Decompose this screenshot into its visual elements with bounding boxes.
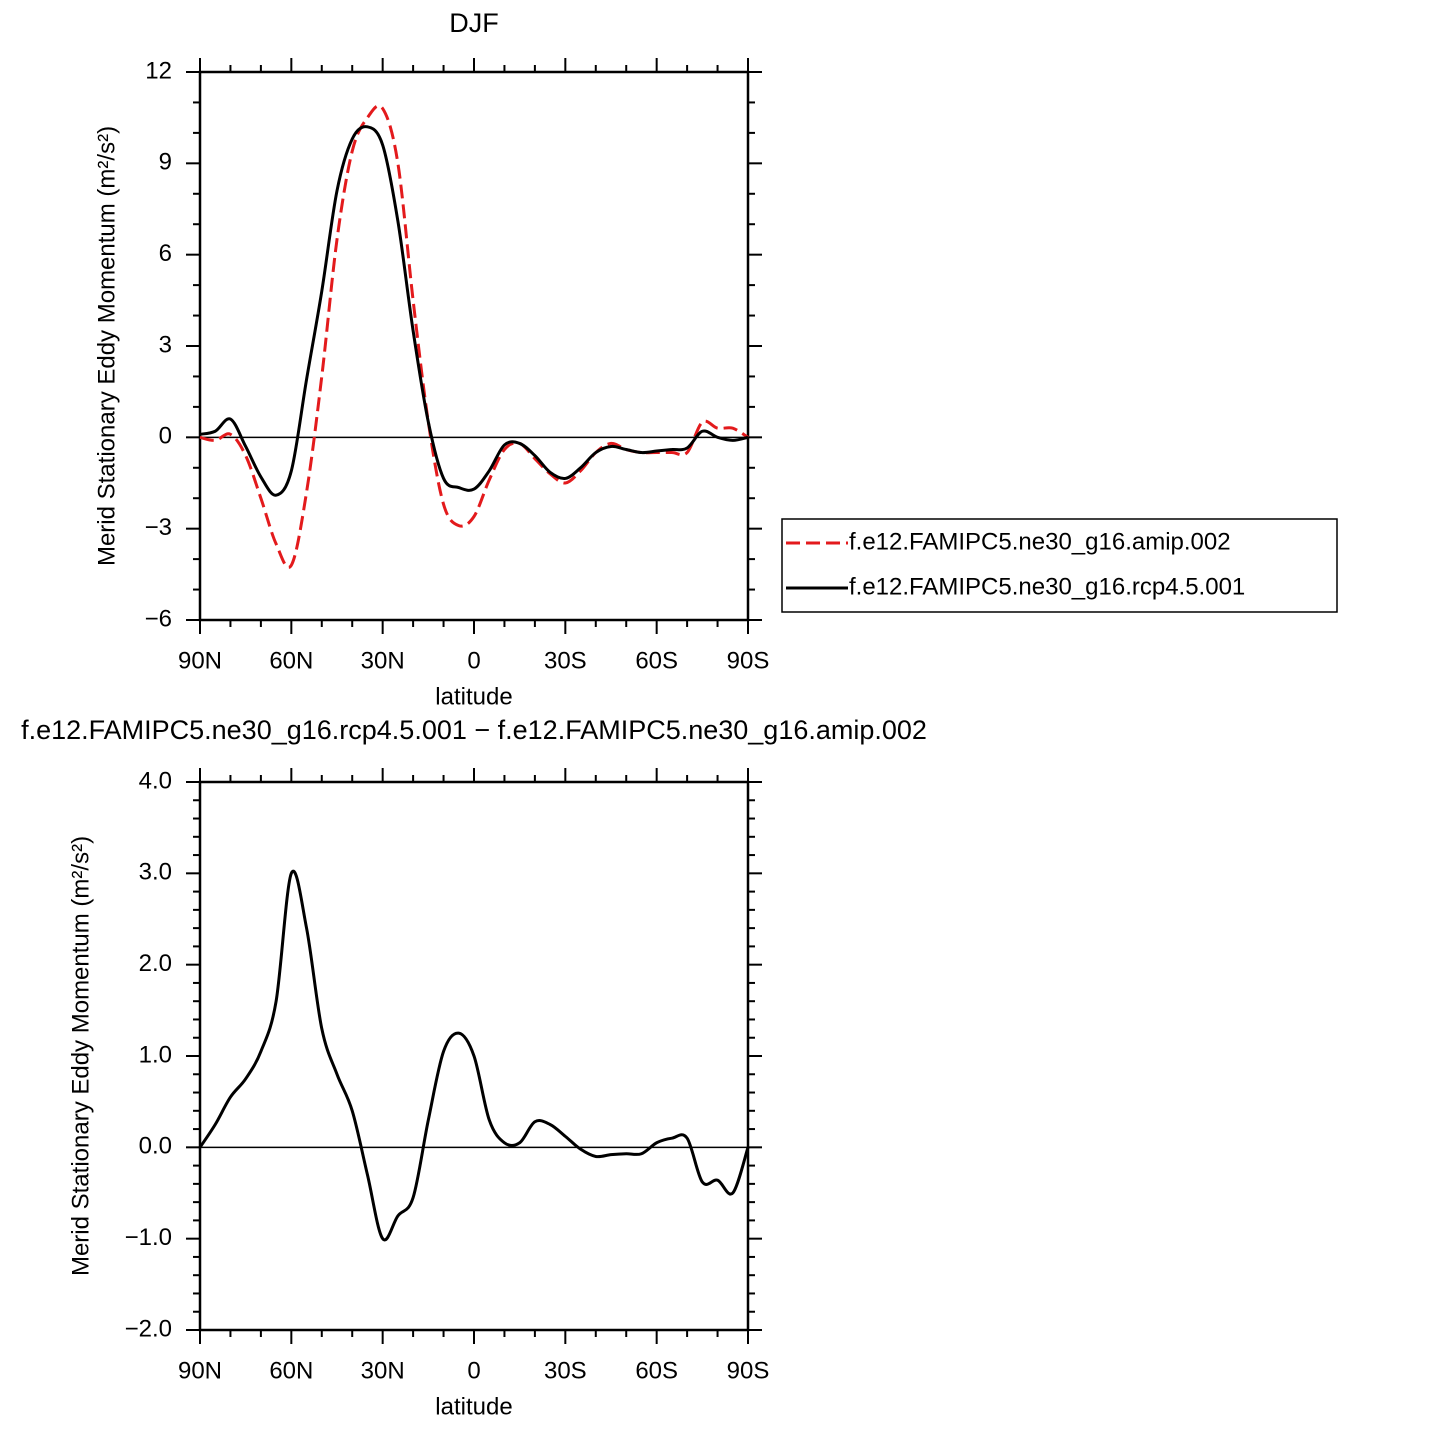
data-line: [198, 869, 750, 1242]
y-tick-label: 12: [145, 57, 172, 84]
chart-title: f.e12.FAMIPC5.ne30_g16.rcp4.5.001 − f.e1…: [21, 715, 927, 745]
y-axis-label: Merid Stationary Eddy Momentum (m²/s²): [93, 126, 120, 566]
x-tick-label: 60S: [635, 1357, 678, 1384]
x-tick-label: 60N: [269, 647, 313, 674]
data-line: [199, 125, 749, 497]
y-tick-label: 9: [159, 149, 172, 176]
y-tick-label: 0: [159, 423, 172, 450]
y-tick-label: −1.0: [125, 1224, 172, 1251]
x-tick-label: 90S: [727, 647, 770, 674]
y-tick-label: 3: [159, 331, 172, 358]
x-tick-label: 90S: [727, 1357, 770, 1384]
y-tick-label: 1.0: [139, 1041, 172, 1068]
x-tick-label: 60N: [269, 1357, 313, 1384]
x-tick-label: 90N: [178, 1357, 222, 1384]
x-tick-label: 90N: [178, 647, 222, 674]
y-tick-label: −3: [145, 514, 172, 541]
x-axis-label: latitude: [435, 1393, 512, 1420]
y-tick-label: 0.0: [139, 1133, 172, 1160]
y-tick-label: 6: [159, 240, 172, 267]
y-tick-label: 4.0: [139, 767, 172, 794]
plot-frame: [198, 780, 750, 1332]
legend-label: f.e12.FAMIPC5.ne30_g16.rcp4.5.001: [849, 573, 1245, 600]
x-tick-label: 30S: [544, 1357, 587, 1384]
x-tick-label: 60S: [635, 647, 678, 674]
y-axis-label: Merid Stationary Eddy Momentum (m²/s²): [67, 836, 94, 1276]
x-tick-label: 0: [467, 647, 480, 674]
x-tick-label: 30S: [544, 647, 587, 674]
y-tick-label: −2.0: [125, 1315, 172, 1342]
legend-box: [781, 518, 1338, 613]
data-line: [199, 104, 749, 569]
plot-frame: [198, 70, 750, 622]
y-tick-label: 3.0: [139, 859, 172, 886]
x-tick-label: 30N: [361, 1357, 405, 1384]
legend-label: f.e12.FAMIPC5.ne30_g16.amip.002: [849, 528, 1231, 555]
chart-title: DJF: [449, 8, 499, 38]
x-axis-label: latitude: [435, 683, 512, 710]
y-tick-label: −6: [145, 605, 172, 632]
y-tick-label: 2.0: [139, 950, 172, 977]
x-tick-label: 30N: [361, 647, 405, 674]
x-tick-label: 0: [467, 1357, 480, 1384]
